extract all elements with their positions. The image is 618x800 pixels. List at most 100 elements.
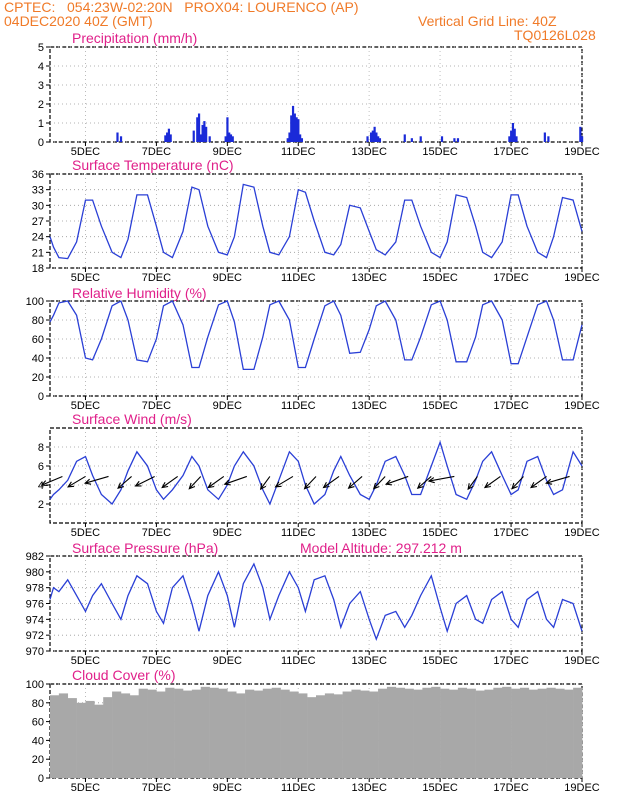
cloud-bar: [351, 689, 361, 778]
precip-bar: [224, 136, 227, 142]
x-tick-label: 19DEC: [564, 527, 600, 539]
wind-arrow-shaft: [188, 476, 202, 490]
wind-arrow-shaft: [417, 476, 432, 489]
wind-arrow-head: [544, 478, 553, 485]
series-line-1: [49, 183, 583, 260]
precip-bar: [116, 132, 119, 142]
panel-frame-0: [49, 46, 583, 143]
y-tick-label: 60: [32, 334, 44, 346]
precip-bar: [164, 135, 167, 142]
panel-title: Relative Humidity (%): [72, 285, 207, 301]
y-tick-label: 20: [32, 754, 44, 766]
precip-bar: [510, 130, 513, 142]
precip-bar: [199, 134, 202, 142]
x-tick-label: 9DEC: [213, 146, 242, 158]
wind-arrow-head: [322, 481, 330, 489]
cloud-bar: [564, 689, 574, 778]
precip-bar: [299, 134, 302, 142]
wind-arrow-shaft: [348, 476, 363, 489]
series-line-4: [49, 562, 583, 641]
cloud-bar: [395, 687, 405, 778]
precip-bar: [403, 134, 406, 142]
y-tick-label: 978: [26, 583, 44, 595]
cloud-bar: [324, 693, 335, 778]
x-tick-label: 11DEC: [281, 527, 316, 539]
precip-bar: [229, 134, 233, 142]
precip-bar: [286, 138, 289, 142]
wind-arrow-shaft: [67, 475, 86, 488]
wind-arrow-shaft: [373, 476, 386, 490]
wind-arrow-head: [67, 481, 75, 488]
x-tick-label: 13DEC: [351, 146, 387, 158]
x-tick-label: 13DEC: [351, 272, 387, 284]
cloud-bar: [466, 688, 476, 778]
x-tick-label: 17DEC: [493, 782, 529, 794]
y-tick-label: 970: [26, 646, 44, 658]
x-tick-label: 15DEC: [422, 272, 458, 284]
precip-bar: [440, 136, 444, 142]
wind-arrow-head: [188, 482, 196, 490]
panel-title: Cloud Cover (%): [72, 667, 175, 683]
precip-bar: [375, 132, 378, 142]
wind-arrow-shaft: [323, 476, 340, 488]
y-tick-label: 40: [32, 353, 44, 365]
wind-arrow-head: [530, 481, 538, 489]
wind-arrow-head: [511, 482, 518, 490]
x-tick-label: 15DEC: [422, 146, 458, 158]
wind-arrow-shaft: [428, 475, 455, 482]
wind-arrow-head: [83, 478, 92, 485]
precip-bar: [508, 136, 511, 142]
wind-arrow-head: [40, 480, 48, 486]
x-tick-label: 9DEC: [213, 782, 242, 794]
precip-bar: [295, 117, 298, 142]
panel-frame-1: [49, 173, 583, 269]
cloud-bar: [218, 688, 228, 778]
y-tick-label: 1: [38, 118, 44, 130]
cloud-bar: [289, 691, 299, 778]
cloud-bar: [280, 689, 290, 778]
wind-arrow-shaft: [275, 475, 294, 488]
precip-bar: [288, 132, 291, 142]
panel-frame-3: [49, 427, 583, 524]
wind-arrow-head: [259, 483, 267, 491]
panel-title: Surface Wind (m/s): [72, 411, 192, 427]
cloud-bar: [298, 693, 308, 778]
cloud-bar: [200, 686, 210, 778]
x-tick-label: 13DEC: [351, 400, 387, 412]
y-tick-label: 27: [32, 216, 44, 228]
header-code: TQ0126L028: [514, 27, 596, 43]
x-tick-label: 7DEC: [142, 272, 171, 284]
precip-bar: [373, 126, 376, 142]
y-tick-label: 4: [38, 480, 44, 492]
y-tick-label: 40: [32, 735, 44, 747]
cloud-bar: [120, 693, 131, 778]
cloud-bar: [103, 697, 113, 778]
wind-arrow-head: [303, 482, 311, 490]
precip-bar: [581, 136, 584, 142]
y-tick-label: 2: [38, 499, 44, 511]
y-tick-label: 21: [32, 247, 44, 259]
cloud-bar: [76, 702, 86, 778]
panel-title: Surface Pressure (hPa): [72, 540, 218, 556]
series-line-3: [49, 440, 583, 506]
y-tick-label: 80: [32, 315, 44, 327]
x-tick-label: 11DEC: [281, 400, 316, 412]
y-tick-label: 100: [26, 296, 44, 308]
wind-arrow-head: [467, 483, 474, 491]
y-tick-label: 6: [38, 461, 44, 473]
precip-bar: [291, 105, 295, 142]
cloud-bar: [253, 690, 264, 778]
x-tick-label: 19DEC: [564, 782, 600, 794]
cloud-bar: [129, 695, 139, 778]
x-tick-label: 7DEC: [142, 655, 171, 667]
y-tick-label: 33: [32, 185, 44, 197]
precip-bar: [456, 138, 460, 142]
wind-arrow-head: [347, 482, 355, 489]
x-tick-label: 11DEC: [281, 146, 316, 158]
cloud-bar: [85, 700, 95, 778]
wind-arrow-shaft: [84, 475, 109, 484]
x-tick-label: 5DEC: [71, 146, 100, 158]
x-tick-label: 17DEC: [493, 146, 529, 158]
y-tick-label: 30: [32, 200, 44, 212]
